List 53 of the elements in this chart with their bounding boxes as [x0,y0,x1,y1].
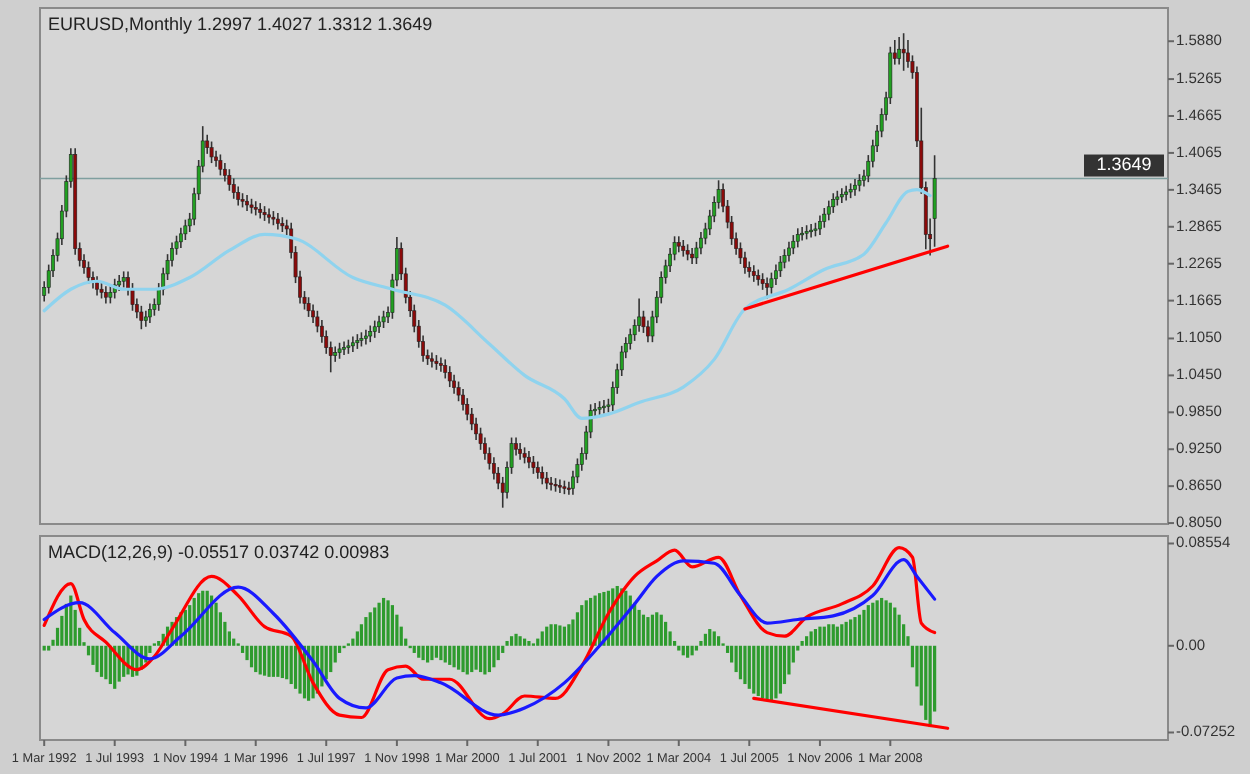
candlestick [183,218,188,241]
candlestick [443,358,448,380]
candlestick [901,32,906,72]
candlestick [795,227,800,249]
ref-line-label: 1.3649 [1096,154,1152,175]
candlestick [844,185,849,202]
candlestick [456,380,461,403]
candlestick [549,476,553,492]
candlestick [932,154,937,248]
candlestick [791,234,796,255]
candlestick [311,303,315,324]
candlestick [222,162,227,183]
chart-title: MACD(12,26,9) -0.05517 0.03742 0.00983 [48,542,390,562]
candlestick [95,275,99,297]
candlestick [690,247,694,265]
candlestick [465,397,470,422]
candlestick [227,168,232,192]
candlestick [897,36,902,66]
candlestick [306,296,311,318]
candlestick [839,187,844,204]
candlestick [818,214,822,236]
candlestick [628,327,633,351]
candlestick [447,365,452,388]
candlestick [778,255,783,278]
candlestick [139,305,144,331]
candlestick [253,200,258,217]
candlestick [439,356,443,373]
candlestick [637,297,642,333]
candlestick [774,263,778,286]
candlestick [231,177,236,200]
candlestick [147,302,152,324]
candlestick [822,207,827,229]
candlestick [602,399,606,415]
candlestick [364,329,368,346]
candlestick [787,241,791,263]
candlestick [209,140,214,164]
candlestick [826,199,831,222]
candlestick [558,478,562,494]
candlestick [342,340,346,356]
candlestick [743,250,747,275]
candlestick [646,319,650,343]
candlestick [487,446,492,471]
candlestick [831,192,836,214]
candlestick [452,373,456,395]
chart-title: EURUSD,Monthly 1.2997 1.4027 1.3312 1.3649 [48,14,433,34]
candlestick [782,248,787,270]
candlestick [218,153,223,177]
candlestick [178,226,183,249]
candlestick [769,271,774,295]
candlestick [236,185,241,207]
candlestick [809,223,814,239]
candlestick [461,388,465,412]
candlestick [800,226,805,242]
